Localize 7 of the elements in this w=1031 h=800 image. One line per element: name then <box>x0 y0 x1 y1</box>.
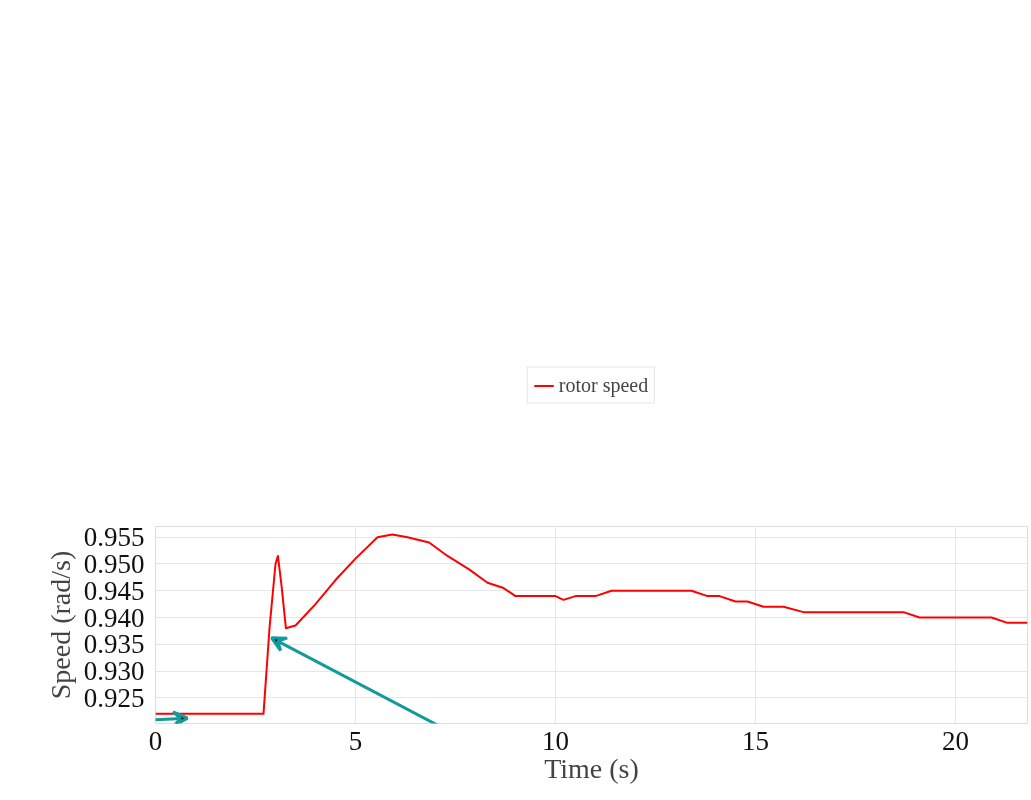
line-series <box>155 533 1028 715</box>
x-tick-label: 15 <box>742 725 769 756</box>
x-tick-label: 20 <box>942 725 969 756</box>
y-axis-title: Speed (rad/s) <box>44 550 76 700</box>
legend-label: rotor speed <box>558 373 649 397</box>
x-tick-label: 5 <box>348 725 363 756</box>
x-tick-label: 0 <box>148 725 163 756</box>
